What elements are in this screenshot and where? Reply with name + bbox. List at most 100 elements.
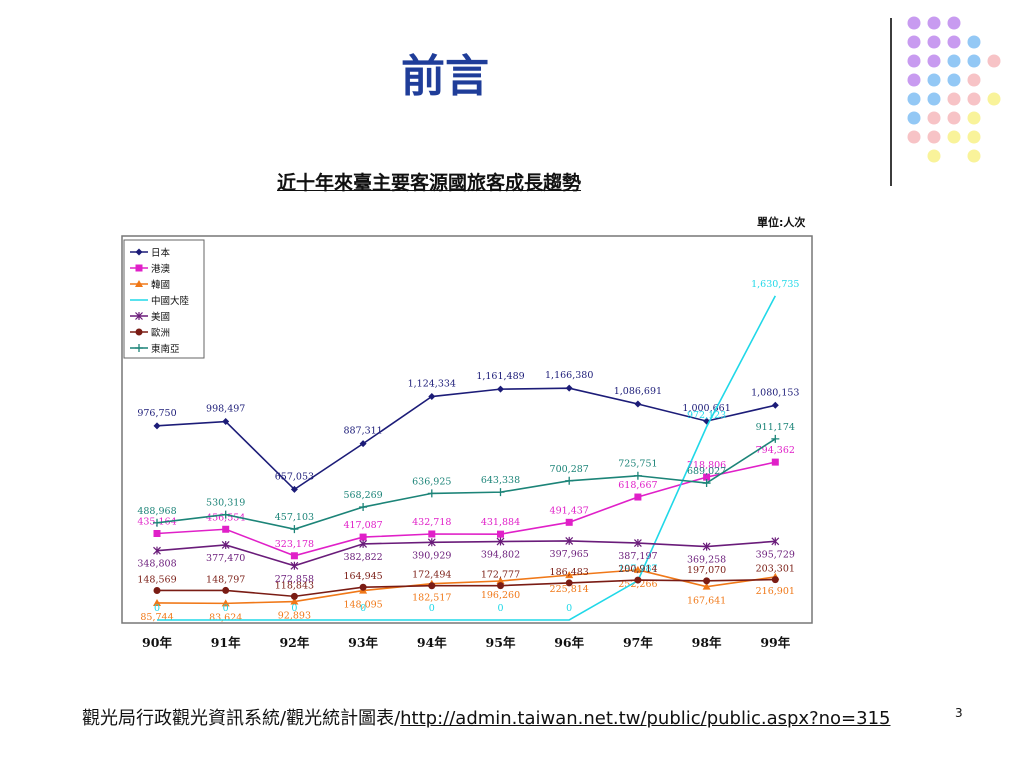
data-label: 186,483 [550, 567, 589, 578]
data-point-marker [153, 518, 161, 527]
decorative-dot [927, 111, 941, 125]
data-label: 530,319 [206, 498, 245, 509]
series-line [156, 387, 776, 491]
data-label: 197,987 [618, 564, 657, 575]
decorative-dot [967, 54, 981, 68]
data-point-marker [703, 473, 711, 481]
data-label: 0 [154, 603, 160, 614]
legend-item: 東南亞 [130, 343, 180, 355]
data-point-marker [290, 525, 299, 534]
x-tick-label: 91年 [211, 635, 241, 650]
data-label: 148,095 [343, 600, 382, 611]
data-point-marker [702, 479, 711, 488]
data-point-marker [135, 328, 143, 336]
decorative-dot [907, 92, 921, 106]
decorative-dot [907, 35, 921, 49]
data-label: 431,884 [481, 517, 520, 528]
x-tick-label: 90年 [142, 635, 172, 650]
data-point-marker [359, 583, 367, 591]
legend-label: 日本 [151, 247, 171, 259]
data-label: 203,301 [756, 564, 795, 575]
series-line [156, 540, 776, 567]
data-point-marker [634, 576, 642, 584]
series-line [156, 569, 776, 605]
data-point-marker [153, 586, 161, 594]
decorative-dot [947, 73, 961, 87]
data-label: 636,925 [412, 476, 451, 487]
decorative-dot [947, 35, 961, 49]
data-label: 718,806 [687, 460, 726, 471]
decorative-dot [987, 92, 1001, 106]
data-point-marker [427, 489, 436, 498]
decorative-dot [907, 130, 921, 144]
data-label: 998,497 [206, 404, 245, 415]
data-label: 0 [291, 603, 297, 614]
series-line [156, 461, 776, 557]
data-point-marker [153, 598, 161, 606]
data-point-marker [153, 546, 161, 555]
legend-item: 中國大陸 [130, 295, 190, 307]
series-line [156, 438, 776, 530]
decorative-dot [967, 130, 981, 144]
data-label: 0 [497, 603, 503, 614]
series-2: 85,744 83,624 92,893 148,095 182,517 196,260 2… [140, 565, 795, 623]
data-point-marker [633, 539, 642, 548]
data-label: 182,517 [412, 593, 451, 604]
plot-frame [121, 235, 813, 624]
data-point-marker [135, 280, 143, 287]
data-label: 432,718 [412, 517, 451, 528]
chart-unit-label: 單位:人次 [757, 216, 806, 229]
data-point-marker [703, 577, 711, 585]
data-label: 0 [360, 603, 366, 614]
data-label: 387,197 [618, 551, 657, 562]
data-label: 1,161,489 [476, 371, 524, 382]
source-link[interactable]: http://admin.taiwan.net.tw/public/public… [400, 708, 891, 729]
series-6: 488,968 530,319 457,103 568,269 636,925 643,3… [137, 422, 795, 534]
x-tick-label: 98年 [692, 635, 722, 650]
source-footer: 觀光局行政觀光資訊系統/觀光統計圖表/http://admin.taiwan.n… [82, 704, 890, 730]
decorative-dot [927, 92, 941, 106]
data-point-marker [359, 533, 367, 541]
series-line [157, 295, 777, 621]
data-point-marker [565, 384, 573, 392]
data-point-marker [135, 248, 143, 256]
data-label: 148,569 [137, 574, 176, 585]
data-point-marker [565, 571, 574, 579]
data-point-marker [221, 540, 230, 549]
data-label: 725,751 [618, 459, 657, 470]
legend-item: 港澳 [130, 263, 171, 275]
decorative-dot [967, 73, 981, 87]
decorative-dot [907, 16, 921, 30]
data-label: 172,777 [481, 570, 520, 581]
x-tick-label: 92年 [279, 635, 309, 650]
data-label: 164,945 [343, 571, 382, 582]
data-point-marker [565, 518, 573, 526]
data-label: 488,968 [137, 506, 176, 517]
legend-label: 中國大陸 [151, 295, 190, 307]
decorative-dot [947, 130, 961, 144]
decorative-dot [967, 149, 981, 163]
data-point-marker [497, 582, 504, 590]
x-tick-label: 97年 [623, 635, 653, 650]
data-label: 395,729 [756, 549, 795, 560]
data-point-marker [496, 488, 505, 497]
data-label: 1,166,380 [545, 370, 593, 381]
data-label: 397,965 [550, 549, 589, 560]
data-point-marker [222, 586, 230, 594]
series-0: 976,750 998,497 657,053 887,311 1,124,334 1,1… [137, 370, 799, 493]
series-4: 348,808 377,470 272,858 382,822 390,929 394,8… [137, 536, 795, 585]
data-point-marker [290, 485, 298, 493]
decorative-dot [927, 149, 941, 163]
data-label: 200,914 [618, 564, 657, 575]
data-point-marker [771, 576, 779, 584]
data-label: 417,087 [343, 520, 382, 531]
data-point-marker [359, 440, 367, 448]
data-point-marker [290, 561, 299, 570]
data-point-marker [428, 582, 436, 590]
data-label: 85,744 [140, 612, 173, 623]
data-point-marker [135, 312, 143, 320]
data-point-marker [634, 493, 642, 501]
data-point-marker [771, 401, 779, 409]
data-label: 491,437 [550, 505, 589, 516]
